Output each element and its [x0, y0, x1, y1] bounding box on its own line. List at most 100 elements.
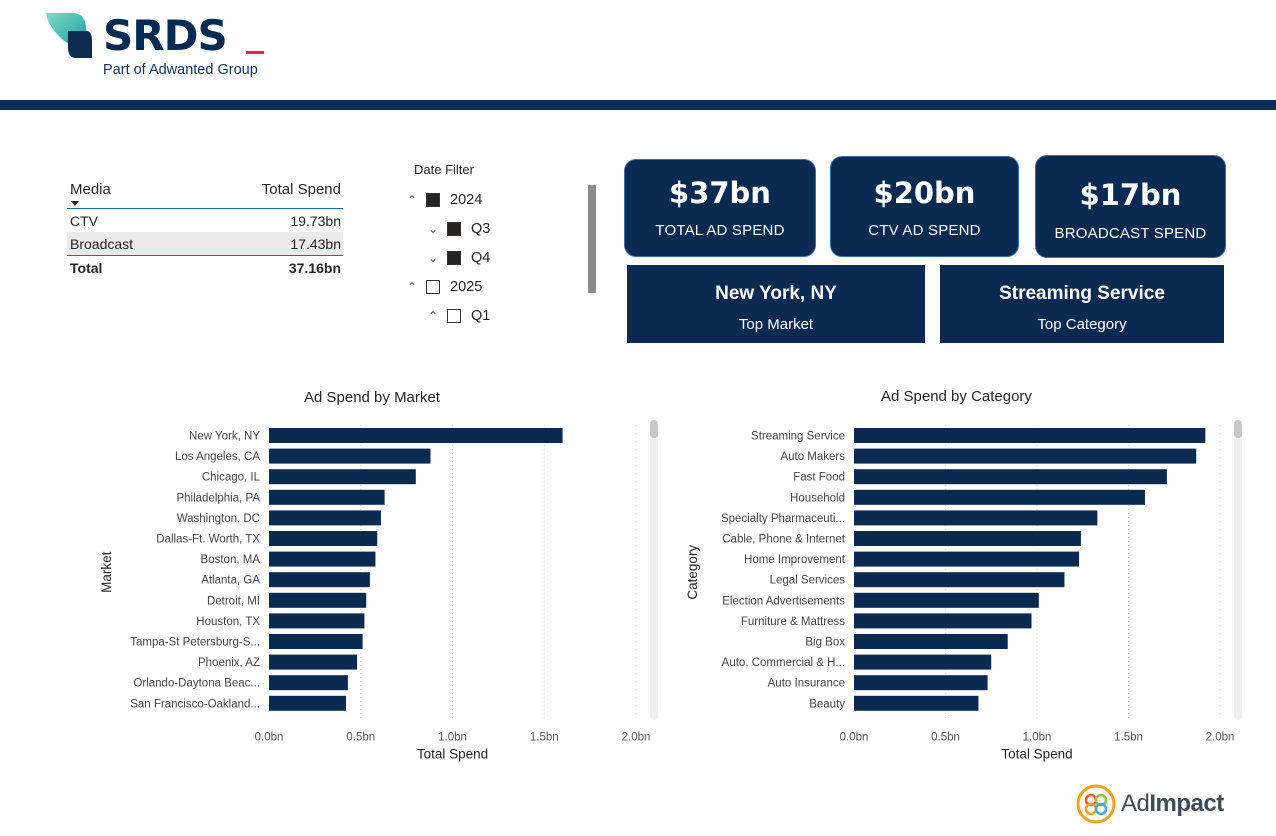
- category-label: Cable, Phone & Internet: [722, 534, 846, 546]
- bar[interactable]: [854, 695, 979, 711]
- category-label: Philadelphia, PA: [176, 492, 260, 504]
- chart-scrollbar-track[interactable]: [650, 420, 658, 720]
- sort-descending-icon[interactable]: [71, 201, 79, 206]
- bar[interactable]: [854, 531, 1081, 546]
- x-tick-label: 2.0bn: [622, 731, 651, 743]
- category-label: Detroit, MI: [207, 595, 260, 607]
- bar[interactable]: [854, 551, 1080, 567]
- x-tick-label: 0.0bn: [840, 731, 869, 743]
- category-label: Boston, MA: [201, 554, 261, 566]
- bar[interactable]: [854, 675, 988, 691]
- bar[interactable]: [269, 448, 431, 464]
- category-label: Auto Makers: [780, 451, 845, 463]
- slicer-scrollbar[interactable]: [588, 185, 596, 293]
- category-label: Legal Services: [770, 575, 846, 587]
- bar[interactable]: [269, 551, 376, 567]
- kpi-label: Top Category: [1037, 316, 1127, 333]
- category-label: New York, NY: [189, 431, 260, 443]
- kpi-value: $20bn: [873, 176, 976, 210]
- x-tick-label: 1.5bn: [530, 731, 559, 743]
- bar[interactable]: [854, 613, 1032, 629]
- adimpact-logo-text: AdImpact: [1121, 790, 1224, 818]
- kpi-label: Top Market: [738, 316, 814, 333]
- category-label: Streaming Service: [751, 431, 845, 443]
- header-divider-bar: [0, 100, 1276, 110]
- x-axis-title: Total Spend: [1001, 746, 1072, 761]
- bar[interactable]: [269, 592, 367, 608]
- srds-logo-text: SRDS: [103, 11, 228, 60]
- checkbox[interactable]: [426, 280, 440, 294]
- checkbox[interactable]: [447, 309, 461, 323]
- bar[interactable]: [854, 654, 992, 670]
- chevron-up-icon[interactable]: ⌃: [406, 193, 418, 207]
- category-label: Auto Insurance: [768, 678, 845, 690]
- bar[interactable]: [854, 634, 1008, 649]
- media-cell: CTV: [70, 213, 98, 229]
- bar[interactable]: [269, 469, 416, 485]
- date-filter-title: Date Filter: [414, 162, 474, 177]
- column-header-total-spend[interactable]: Total Spend: [261, 181, 341, 198]
- bar[interactable]: [269, 531, 378, 546]
- checkbox[interactable]: [426, 193, 440, 207]
- kpi-card-total-ad-spend: $37bn TOTAL AD SPEND: [624, 159, 816, 257]
- x-axis-title: Total Spend: [417, 746, 488, 761]
- x-tick-label: 2.0bn: [1206, 731, 1235, 743]
- bar[interactable]: [269, 428, 563, 443]
- spend-cell: 19.73bn: [290, 213, 341, 229]
- column-header-media[interactable]: Media: [70, 181, 111, 198]
- x-tick-label: 1.5bn: [1114, 731, 1143, 743]
- bar[interactable]: [269, 613, 365, 629]
- bar[interactable]: [854, 428, 1206, 443]
- table-row[interactable]: CTV 19.73bn: [67, 209, 343, 232]
- y-axis-title: Market: [99, 551, 114, 593]
- table-row[interactable]: Broadcast 17.43bn: [67, 232, 343, 255]
- y-axis-title: Category: [685, 545, 700, 600]
- category-label: Beauty: [809, 698, 845, 710]
- category-label: Atlanta, GA: [201, 575, 260, 587]
- ad-spend-by-market-chart: 0.0bn 0.5bn 1.0bn 1.5bn 2.0bn New York, NY Los…: [99, 420, 658, 761]
- checkbox[interactable]: [447, 222, 461, 236]
- kpi-card-top-category: Streaming Service Top Category: [940, 265, 1224, 343]
- bar[interactable]: [269, 695, 347, 711]
- category-label: Washington, DC: [177, 513, 260, 525]
- table-total-row: Total 37.16bn: [67, 255, 343, 279]
- table-header: Media Total Spend: [67, 178, 343, 209]
- category-label: Houston, TX: [196, 616, 260, 628]
- bar[interactable]: [269, 675, 348, 691]
- bar[interactable]: [269, 654, 358, 670]
- checkbox[interactable]: [447, 251, 461, 265]
- kpi-value: New York, NY: [715, 283, 837, 304]
- bar[interactable]: [854, 510, 1098, 526]
- total-value: 37.16bn: [288, 260, 341, 276]
- kpi-card-top-market: New York, NY Top Market: [627, 265, 925, 343]
- bar[interactable]: [269, 489, 385, 505]
- chevron-down-icon[interactable]: ⌄: [427, 222, 439, 236]
- logo-text-bold: Impact: [1149, 790, 1224, 817]
- chart-title-category: Ad Spend by Category: [881, 388, 1032, 405]
- kpi-value: $37bn: [669, 176, 771, 210]
- bar[interactable]: [854, 469, 1167, 485]
- chart-scrollbar-thumb[interactable]: [650, 420, 658, 438]
- chart-scrollbar-thumb[interactable]: [1234, 420, 1242, 438]
- category-label: Tampa-St Petersburg-S...: [130, 637, 260, 649]
- chevron-up-icon[interactable]: ⌃: [427, 309, 439, 323]
- adimpact-logo-icon: [1076, 784, 1116, 824]
- bar[interactable]: [269, 634, 363, 649]
- bar[interactable]: [269, 572, 370, 588]
- kpi-label: TOTAL AD SPEND: [655, 222, 785, 239]
- chart-scrollbar-track[interactable]: [1234, 420, 1242, 720]
- bar[interactable]: [854, 572, 1065, 588]
- kpi-label: BROADCAST SPEND: [1054, 225, 1207, 242]
- media-spend-table: Media Total Spend CTV 19.73bn Broadcast …: [67, 178, 343, 279]
- bar[interactable]: [269, 510, 381, 526]
- slicer-item-label: Q4: [471, 250, 491, 266]
- chevron-up-icon[interactable]: ⌃: [406, 280, 418, 294]
- slicer-item-label: 2024: [450, 192, 483, 208]
- bar[interactable]: [854, 489, 1145, 505]
- chevron-down-icon[interactable]: ⌄: [427, 251, 439, 265]
- logo-underscore: [246, 51, 264, 54]
- category-label: Phoenix, AZ: [198, 657, 260, 669]
- bar[interactable]: [854, 448, 1197, 464]
- x-tick-label: 1.0bn: [438, 731, 467, 743]
- bar[interactable]: [854, 592, 1039, 608]
